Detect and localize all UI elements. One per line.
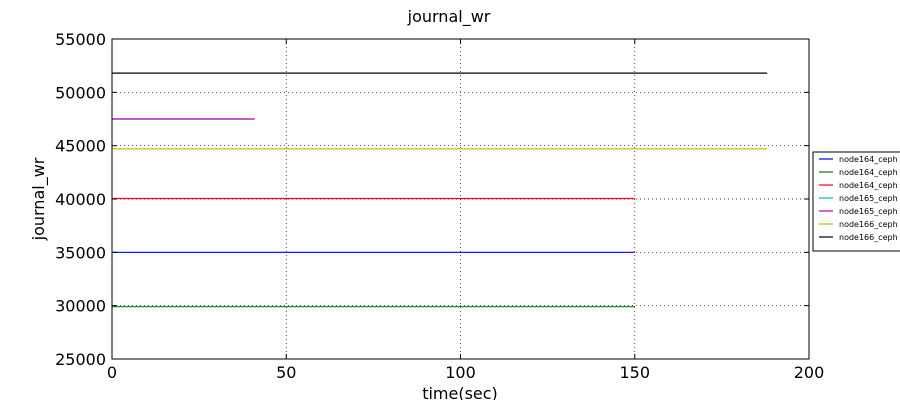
- x-tick-label: 50: [276, 363, 296, 382]
- y-tick-label: 55000: [55, 30, 106, 49]
- legend-label: node166_ceph: [839, 220, 898, 229]
- legend-label: node164_ceph: [839, 168, 898, 177]
- y-tick-label: 40000: [55, 190, 106, 209]
- y-axis-title: journal_wr: [29, 157, 49, 241]
- legend-label: node165_ceph: [839, 207, 898, 216]
- y-tick-label: 45000: [55, 137, 106, 156]
- legend-label: node166_ceph: [839, 233, 898, 242]
- legend: node164_ceph node164_ceph node164_cephnode…: [812, 151, 900, 252]
- legend-label: node165_ceph: [839, 194, 898, 203]
- y-tick-label: 30000: [55, 297, 106, 316]
- legend-label: node164_ceph: [839, 155, 898, 164]
- y-tick-label: 35000: [55, 243, 106, 262]
- x-tick-label: 150: [619, 363, 650, 382]
- ticks: 0 50 100 150 200 25000 30000 35000 40000 45000 500…: [55, 30, 824, 382]
- series-layer: [112, 72, 768, 308]
- legend-box: [812, 151, 900, 252]
- chart-title: journal_wr: [407, 7, 491, 27]
- x-tick-label: 200: [794, 363, 825, 382]
- y-tick-label: 25000: [55, 350, 106, 369]
- y-tick-label: 50000: [55, 83, 106, 102]
- x-axis-title: time(sec): [422, 384, 498, 400]
- legend-label: node164_ceph: [839, 181, 898, 190]
- x-tick-label: 100: [445, 363, 476, 382]
- x-tick-label: 0: [107, 363, 117, 382]
